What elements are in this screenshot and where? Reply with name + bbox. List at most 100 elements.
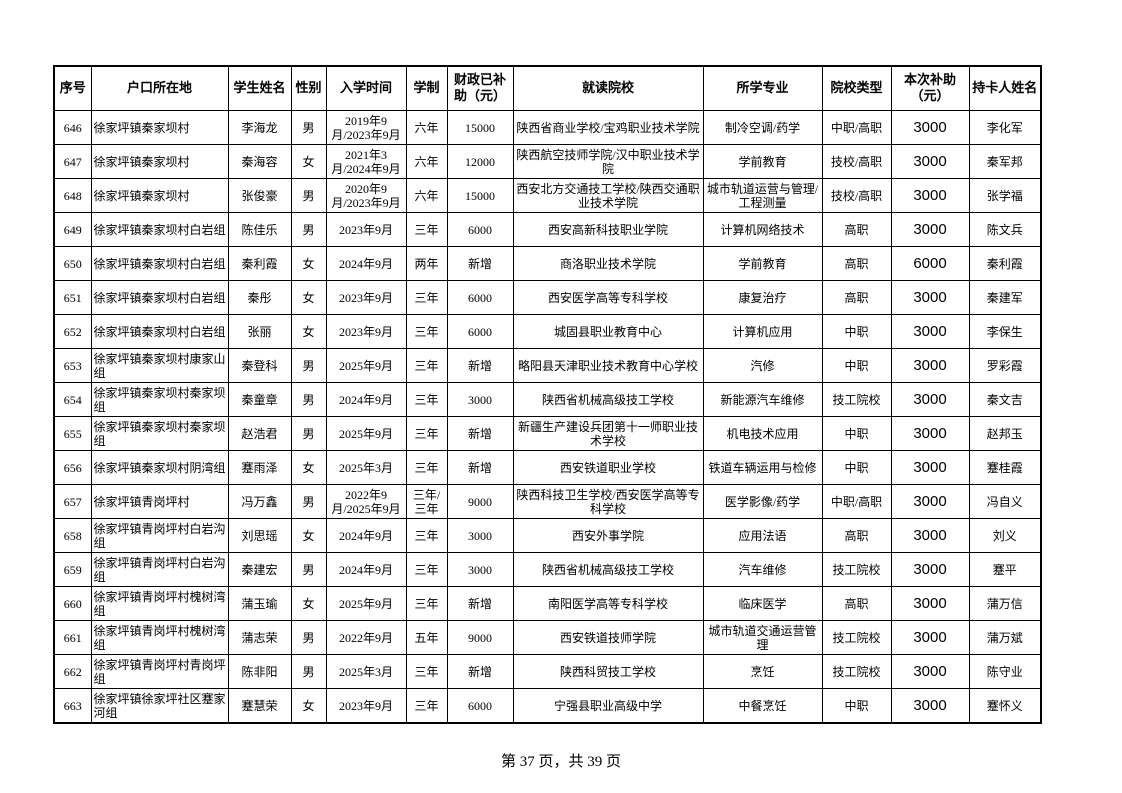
cell-student-name: 刘思瑶 [227,518,292,553]
cell-major: 汽车维修 [702,552,823,587]
cell-major: 机电技术应用 [702,416,823,451]
cell-hukou-location: 徐家坪镇青岗坪村白岩沟组 [90,518,229,553]
cell-school: 西安医学高等专科学校 [512,280,704,315]
cell-current-subsidy: 3000 [890,484,970,519]
cell-seq: 648 [53,178,92,213]
cell-cardholder-name: 陈守业 [968,654,1042,689]
header-prior-subsidy: 财政已补助（元） [446,65,514,111]
cell-enroll-date: 2021年3月/2024年9月 [325,144,407,179]
cell-hukou-location: 徐家坪镇秦家坝村秦家坝组 [90,416,229,451]
cell-cardholder-name: 秦军邦 [968,144,1042,179]
table-row: 648 徐家坪镇秦家坝村 张俊豪男 2020年9月/2023年9月 六年 15000 西安北… [53,178,1042,213]
cell-enroll-date: 2023年9月 [325,280,407,315]
cell-hukou-location: 徐家坪镇秦家坝村白岩组 [90,280,229,315]
cell-current-subsidy: 3000 [890,654,970,689]
cell-seq: 656 [53,450,92,485]
cell-duration: 三年 [405,654,448,689]
cell-student-name: 秦海容 [227,144,292,179]
cell-current-subsidy: 3000 [890,518,970,553]
cell-enroll-date: 2020年9月/2023年9月 [325,178,407,213]
cell-student-name: 秦登科 [227,348,292,383]
cell-major: 临床医学 [702,586,823,621]
table-row: 660 徐家坪镇青岗坪村槐树湾组 蒲玉瑜女 2025年9月 三年 新增 南阳医学高等专科学校… [53,586,1042,621]
cell-enroll-date: 2024年9月 [325,518,407,553]
cell-hukou-location: 徐家坪镇青岗坪村槐树湾组 [90,586,229,621]
cell-cardholder-name: 秦建军 [968,280,1042,315]
cell-school: 略阳县天津职业技术教育中心学校 [512,348,704,383]
cell-current-subsidy: 3000 [890,348,970,383]
cell-cardholder-name: 蹇怀义 [968,688,1042,724]
cell-prior-subsidy: 6000 [446,212,514,247]
cell-hukou-location: 徐家坪镇秦家坝村阴湾组 [90,450,229,485]
cell-seq: 658 [53,518,92,553]
cell-school: 西安外事学院 [512,518,704,553]
cell-major: 新能源汽车维修 [702,382,823,417]
cell-prior-subsidy: 9000 [446,484,514,519]
cell-current-subsidy: 3000 [890,586,970,621]
cell-gender: 女 [290,450,327,485]
table-row: 646 徐家坪镇秦家坝村 李海龙男 2019年9月/2023年9月 六年 15000 陕西省… [53,110,1042,145]
cell-school-type: 中职 [821,314,892,349]
cell-major: 计算机网络技术 [702,212,823,247]
cell-major: 铁道车辆运用与检修 [702,450,823,485]
header-cardholder-name: 持卡人姓名 [968,65,1042,111]
cell-school-type: 中职 [821,416,892,451]
cell-student-name: 秦彤 [227,280,292,315]
cell-enroll-date: 2024年9月 [325,552,407,587]
cell-major: 康复治疗 [702,280,823,315]
cell-student-name: 秦利霞 [227,246,292,281]
cell-hukou-location: 徐家坪镇青岗坪村槐树湾组 [90,620,229,655]
cell-hukou-location: 徐家坪镇秦家坝村白岩组 [90,212,229,247]
cell-duration: 三年 [405,382,448,417]
cell-current-subsidy: 3000 [890,314,970,349]
cell-gender: 男 [290,110,327,145]
cell-seq: 653 [53,348,92,383]
cell-school-type: 技工院校 [821,382,892,417]
cell-school: 商洛职业技术学院 [512,246,704,281]
cell-school: 西安铁道职业学校 [512,450,704,485]
cell-student-name: 陈佳乐 [227,212,292,247]
subsidy-table: 序号 户口所在地 学生姓名 性别 入学时间 学制 财政已补助（元） 就读院校 所学专业 院校类型本… [53,65,1042,724]
cell-enroll-date: 2022年9月 [325,620,407,655]
cell-school: 宁强县职业高级中学 [512,688,704,724]
cell-current-subsidy: 3000 [890,144,970,179]
cell-major: 应用法语 [702,518,823,553]
table-row: 655 徐家坪镇秦家坝村秦家坝组 赵浩君男 2025年9月 三年 新增 新疆生产建设兵团第十… [53,416,1042,451]
table-row: 657 徐家坪镇青岗坪村 冯万鑫男 2022年9月/2025年9月 三年/三年 9000 陕… [53,484,1042,519]
page-footer: 第 37 页，共 39 页 [500,754,621,770]
cell-seq: 652 [53,314,92,349]
cell-duration: 三年 [405,212,448,247]
cell-cardholder-name: 蒲万信 [968,586,1042,621]
cell-enroll-date: 2022年9月/2025年9月 [325,484,407,519]
cell-school: 西安北方交通技工学校/陕西交通职业技术学院 [512,178,704,213]
cell-cardholder-name: 李化军 [968,110,1042,145]
cell-current-subsidy: 3000 [890,382,970,417]
cell-student-name: 蒲志荣 [227,620,292,655]
cell-major: 中餐烹饪 [702,688,823,724]
cell-enroll-date: 2025年3月 [325,450,407,485]
cell-hukou-location: 徐家坪镇青岗坪村白岩沟组 [90,552,229,587]
cell-enroll-date: 2019年9月/2023年9月 [325,110,407,145]
cell-school-type: 高职 [821,280,892,315]
cell-enroll-date: 2025年3月 [325,654,407,689]
header-current-subsidy: 本次补助（元） [890,65,970,111]
cell-gender: 女 [290,144,327,179]
cell-current-subsidy: 3000 [890,212,970,247]
cell-enroll-date: 2024年9月 [325,382,407,417]
cell-hukou-location: 徐家坪镇徐家坪社区蹇家河组 [90,688,229,724]
cell-gender: 女 [290,518,327,553]
cell-prior-subsidy: 新增 [446,654,514,689]
cell-seq: 662 [53,654,92,689]
table-row: 658 徐家坪镇青岗坪村白岩沟组 刘思瑶女 2024年9月 三年 3000 西安外事学院 应用… [53,518,1042,553]
cell-seq: 650 [53,246,92,281]
cell-prior-subsidy: 3000 [446,382,514,417]
table-row: 659 徐家坪镇青岗坪村白岩沟组 秦建宏男 2024年9月 三年 3000 陕西省机械高级技… [53,552,1042,587]
cell-major: 计算机应用 [702,314,823,349]
table-row: 653 徐家坪镇秦家坝村康家山组 秦登科男 2025年9月 三年 新增 略阳县天津职业技术教… [53,348,1042,383]
cell-school: 新疆生产建设兵团第十一师职业技术学校 [512,416,704,451]
cell-gender: 女 [290,280,327,315]
cell-hukou-location: 徐家坪镇秦家坝村 [90,178,229,213]
header-gender: 性别 [290,65,327,111]
cell-duration: 六年 [405,144,448,179]
cell-duration: 三年 [405,348,448,383]
